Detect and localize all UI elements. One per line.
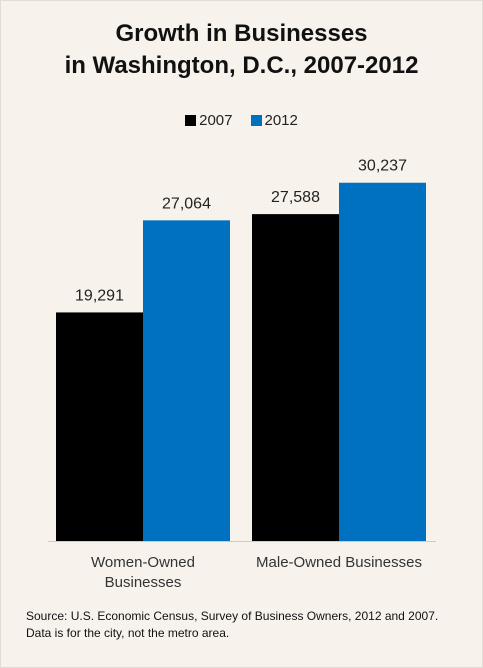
bar-male-owned-2012 — [339, 182, 426, 541]
value-label-women-owned-2012: 27,064 — [162, 195, 211, 212]
chart-legend: 2007 2012 — [0, 112, 483, 129]
category-label-women-line-1: Women-Owned — [91, 554, 195, 571]
category-label-women-owned: Women-Owned Businesses — [48, 553, 238, 593]
legend-label-2007: 2007 — [199, 112, 233, 129]
bar-male-owned-2007 — [252, 214, 339, 541]
chart-title-line-1: Growth in Businesses — [115, 20, 368, 47]
category-label-male-owned: Male-Owned Businesses — [244, 553, 434, 573]
category-label-women-line-2: Businesses — [104, 574, 182, 591]
bar-women-owned-2012 — [143, 220, 230, 541]
legend-item-2012: 2012 — [250, 112, 298, 129]
value-label-male-owned-2012: 30,237 — [358, 158, 407, 175]
category-label-male-line-1: Male-Owned Businesses — [256, 554, 422, 571]
legend-swatch-2012 — [250, 115, 262, 126]
bar-women-owned-2007 — [56, 312, 143, 541]
legend-item-2007: 2007 — [185, 112, 233, 129]
value-label-women-owned-2007: 19,291 — [75, 287, 124, 304]
source-note: Source: U.S. Economic Census, Survey of … — [26, 609, 439, 640]
legend-label-2012: 2012 — [264, 112, 298, 129]
value-label-male-owned-2007: 27,588 — [271, 189, 320, 206]
chart-title: Growth in Businesses in Washington, D.C.… — [0, 18, 483, 82]
chart-title-line-2: in Washington, D.C., 2007-2012 — [64, 52, 419, 79]
legend-swatch-2007 — [185, 115, 197, 126]
